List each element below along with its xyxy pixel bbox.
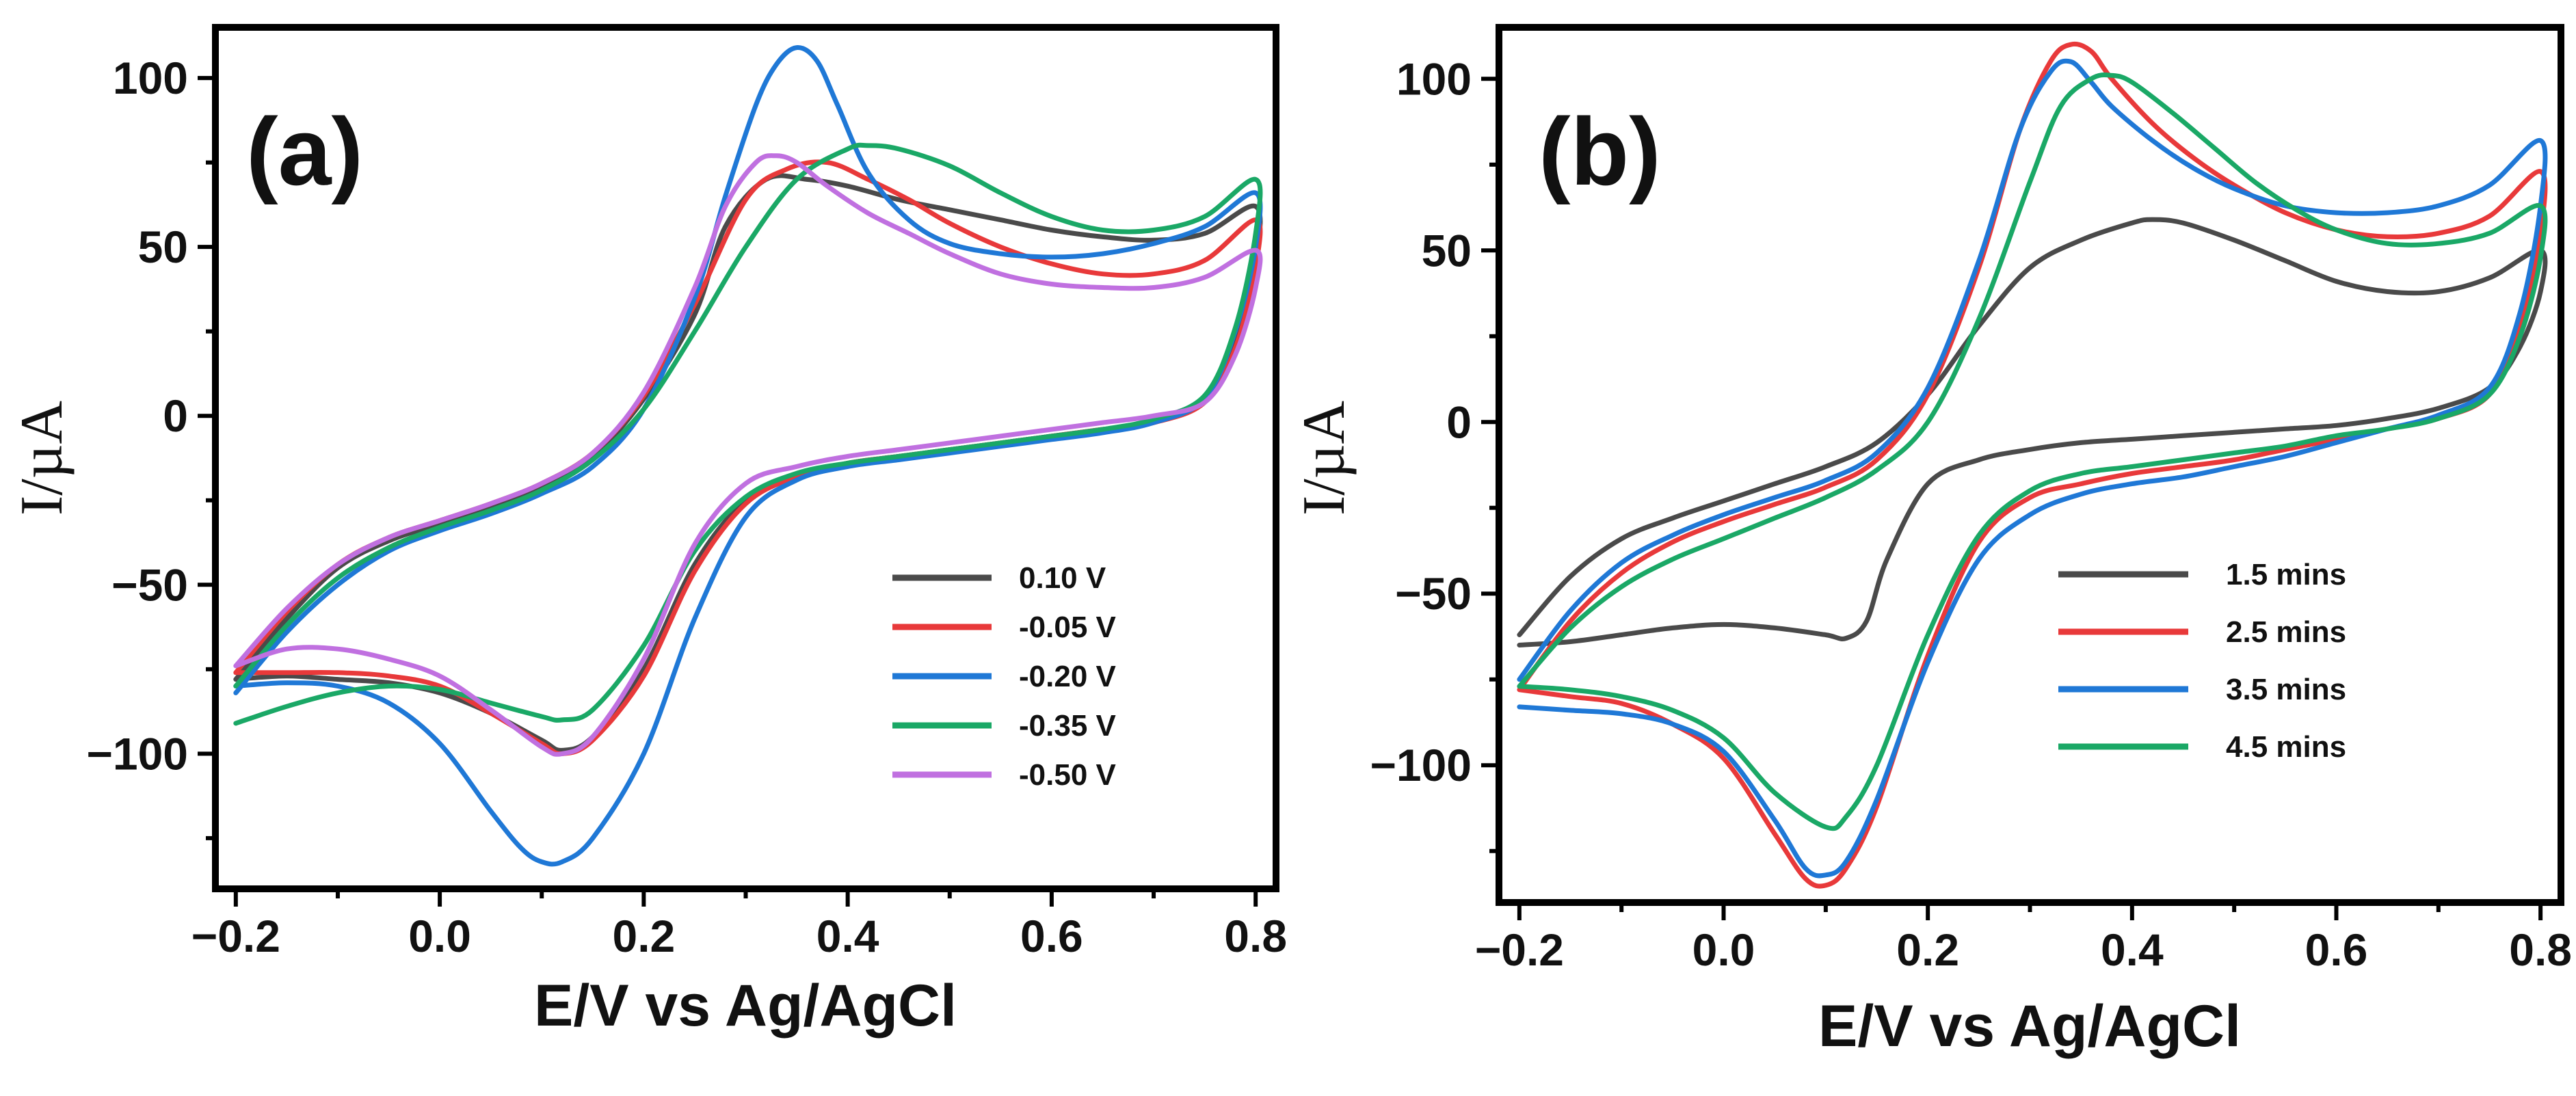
legend-label-3: 4.5 mins bbox=[2226, 730, 2346, 764]
legend-label-3: -0.35 V bbox=[1019, 709, 1117, 743]
legend-label-0: 0.10 V bbox=[1019, 561, 1106, 595]
legend: 1.5 mins 2.5 mins 3.5 mins 4.5 mins bbox=[2058, 558, 2346, 764]
y-tick-label: 0 bbox=[1446, 397, 1472, 447]
y-tick-label: −100 bbox=[1370, 740, 1472, 790]
y-tick-label: 100 bbox=[1396, 53, 1472, 104]
x-tick-label: 0.8 bbox=[1224, 911, 1287, 961]
legend-label-2: 3.5 mins bbox=[2226, 673, 2346, 706]
x-tick-label: 0.0 bbox=[408, 911, 471, 961]
panel-label: (b) bbox=[1539, 98, 1661, 205]
legend: 0.10 V -0.05 V -0.20 V -0.35 V -0.50 V bbox=[892, 561, 1117, 792]
series-line-4 bbox=[233, 153, 1263, 757]
legend-label-1: -0.05 V bbox=[1019, 611, 1117, 644]
x-axis-title: E/V vs Ag/AgCl bbox=[1818, 993, 2241, 1059]
x-tick-label: 0.2 bbox=[612, 911, 675, 961]
y-tick-label: −100 bbox=[86, 728, 188, 779]
y-tick-label: −50 bbox=[1395, 568, 1472, 619]
y-tick-label: 50 bbox=[138, 222, 188, 272]
y-tick-label: −50 bbox=[111, 559, 188, 610]
legend-label-2: -0.20 V bbox=[1019, 660, 1117, 693]
series-line-3 bbox=[1517, 72, 2548, 831]
x-tick-label: 0.4 bbox=[816, 911, 879, 961]
x-tick-label: 0.4 bbox=[2101, 924, 2164, 975]
plot-area bbox=[1517, 41, 2548, 889]
panel-a: −0.2 0.0 0.2 0.4 0.6 0.8 −100 −50 0 50 100 E/V vs A… bbox=[9, 24, 1287, 1039]
x-tick-label: 0.2 bbox=[1896, 924, 1959, 975]
x-tick-label: 0.6 bbox=[1020, 911, 1083, 961]
legend-label-0: 1.5 mins bbox=[2226, 558, 2346, 591]
x-tick-label: 0.0 bbox=[1692, 924, 1755, 975]
x-tick-label: −0.2 bbox=[191, 911, 280, 961]
plot-area bbox=[233, 45, 1263, 867]
y-axis-title: I/µA bbox=[9, 401, 75, 516]
series-line-2 bbox=[1517, 58, 2548, 879]
y-axis-title: I/µA bbox=[1291, 401, 1357, 516]
legend-label-1: 2.5 mins bbox=[2226, 615, 2346, 649]
x-axis-title: E/V vs Ag/AgCl bbox=[534, 973, 957, 1039]
plot-frame bbox=[212, 24, 1279, 892]
y-tick-label: 100 bbox=[113, 53, 188, 103]
series-line-3 bbox=[233, 142, 1263, 726]
x-tick-label: 0.8 bbox=[2509, 924, 2572, 975]
series-line-0 bbox=[1517, 217, 2548, 647]
y-tick-label: 0 bbox=[163, 390, 188, 441]
panel-b: −0.2 0.0 0.2 0.4 0.6 0.8 −100 −50 0 50 100 E/V vs A… bbox=[1291, 24, 2572, 1059]
panel-label: (a) bbox=[246, 98, 363, 205]
series-line-1 bbox=[1517, 41, 2548, 889]
legend-label-4: -0.50 V bbox=[1019, 758, 1117, 792]
x-tick-label: −0.2 bbox=[1475, 924, 1564, 975]
x-tick-label: 0.6 bbox=[2305, 924, 2368, 975]
y-tick-label: 50 bbox=[1422, 225, 1472, 276]
